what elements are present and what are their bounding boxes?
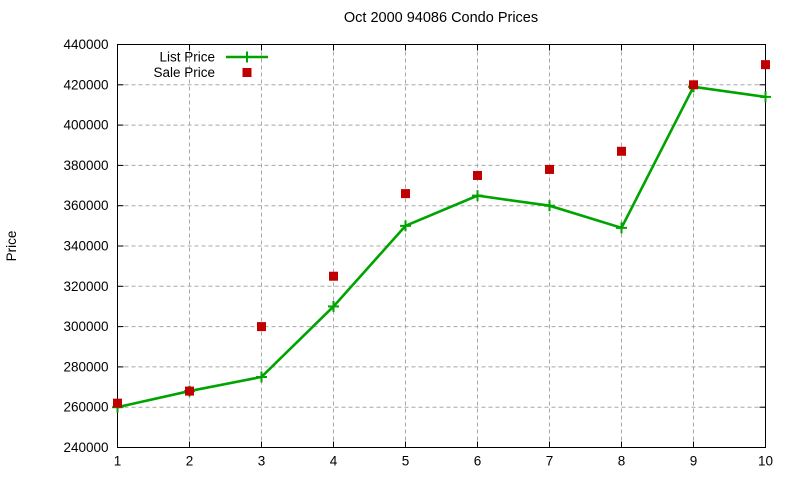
y-tick-label: 340000 [63, 239, 108, 254]
x-tick-label: 8 [618, 454, 626, 469]
y-tick-label: 240000 [63, 440, 108, 455]
list-price-line [117, 85, 766, 409]
sale-price-point [473, 170, 482, 180]
y-tick-label: 320000 [63, 279, 108, 294]
y-tick-label: 380000 [63, 158, 108, 173]
y-tick-label: 400000 [63, 118, 108, 133]
sale-price-point [185, 386, 194, 396]
x-tick-label: 2 [186, 454, 194, 469]
sale-price-point [401, 189, 410, 199]
x-tick-label: 6 [474, 454, 482, 469]
y-tick-label: 440000 [63, 37, 108, 52]
y-axis-title: Price [4, 231, 19, 262]
y-tick-label: 300000 [63, 319, 108, 334]
x-tick-label: 4 [330, 454, 338, 469]
x-tick-label: 9 [690, 454, 698, 469]
legend-label-sale-price: Sale Price [153, 65, 215, 80]
sale-price-point [545, 164, 554, 174]
y-tick-label: 260000 [63, 400, 108, 415]
x-tick-label: 1 [114, 454, 122, 469]
y-tick-label: 280000 [63, 359, 108, 374]
sale-price-point [761, 60, 770, 70]
y-tick-label: 360000 [63, 198, 108, 213]
legend-label-list-price: List Price [159, 50, 215, 65]
x-tick-label: 5 [402, 454, 410, 469]
sale-price-square-sample [242, 68, 252, 77]
sale-price-point [257, 322, 266, 332]
legend: List Price Sale Price [153, 50, 268, 80]
sale-price-point [329, 271, 338, 281]
x-tick-label: 7 [546, 454, 554, 469]
chart-title: Oct 2000 94086 Condo Prices [344, 10, 538, 26]
plot-area: 1 2 3 4 5 6 7 8 9 10 240000 260000 280000 300000 32000… [63, 37, 773, 469]
sale-price-point [617, 146, 626, 156]
x-tick-label: 3 [258, 454, 266, 469]
sale-price-point [113, 398, 122, 408]
sale-price-point [689, 80, 698, 90]
y-tick-label: 420000 [63, 77, 108, 92]
x-tick-label: 10 [758, 454, 773, 469]
